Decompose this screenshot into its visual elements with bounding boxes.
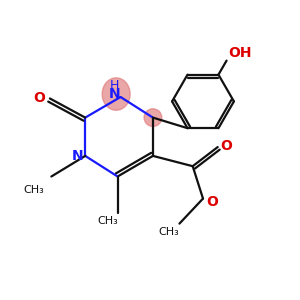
Text: CH₃: CH₃ xyxy=(159,227,179,237)
Text: CH₃: CH₃ xyxy=(97,216,118,226)
Text: OH: OH xyxy=(228,46,252,60)
Ellipse shape xyxy=(102,78,130,110)
Text: H: H xyxy=(110,79,119,92)
Text: N: N xyxy=(109,87,121,101)
Ellipse shape xyxy=(144,109,162,126)
Text: O: O xyxy=(206,194,218,208)
Text: O: O xyxy=(220,139,232,153)
Text: O: O xyxy=(34,92,46,106)
Text: CH₃: CH₃ xyxy=(23,185,44,195)
Text: N: N xyxy=(72,149,84,163)
